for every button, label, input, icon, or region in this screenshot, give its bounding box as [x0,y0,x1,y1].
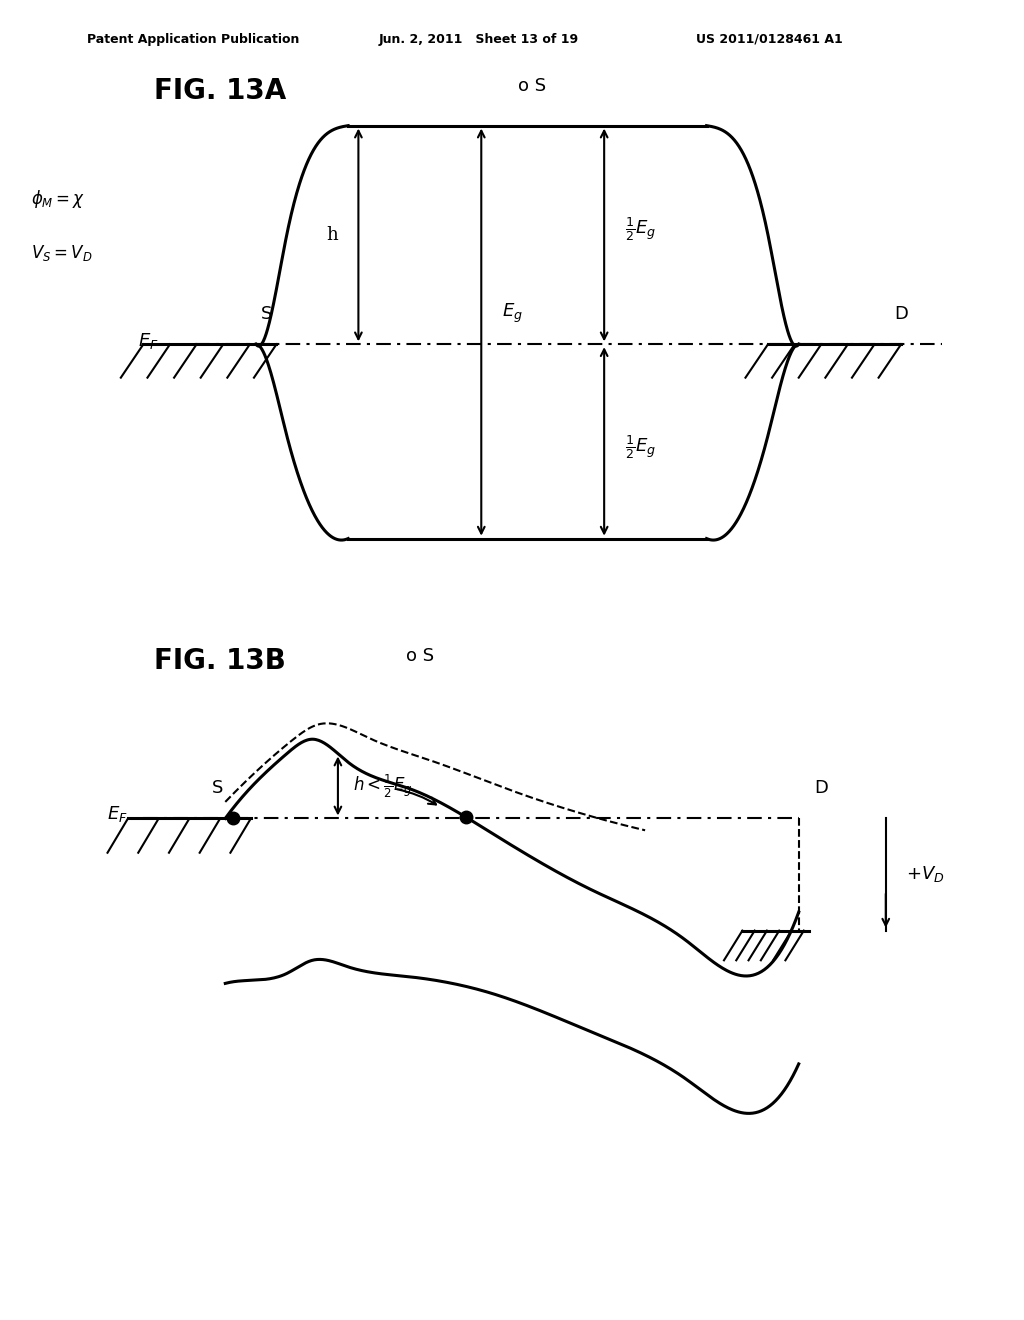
Text: $\frac{1}{2}E_g$: $\frac{1}{2}E_g$ [625,215,655,243]
Text: o S: o S [518,77,547,95]
Text: D: D [894,305,908,323]
Text: S: S [211,779,223,797]
Text: Jun. 2, 2011   Sheet 13 of 19: Jun. 2, 2011 Sheet 13 of 19 [379,33,579,46]
Text: D: D [814,779,828,797]
Text: $E_F$: $E_F$ [108,804,128,824]
Text: $\frac{1}{2}E_g$: $\frac{1}{2}E_g$ [625,433,655,462]
Text: h: h [327,226,338,244]
Text: $\phi_M = \chi$: $\phi_M = \chi$ [31,187,85,210]
Text: US 2011/0128461 A1: US 2011/0128461 A1 [696,33,843,46]
Text: $E_g$: $E_g$ [502,302,522,326]
Text: S: S [260,305,272,323]
Text: $E_F$: $E_F$ [138,331,159,351]
Text: FIG. 13A: FIG. 13A [154,77,286,106]
Text: $V_S = V_D$: $V_S = V_D$ [31,243,92,263]
Text: $h < \frac{1}{2}E_g$: $h < \frac{1}{2}E_g$ [353,772,413,800]
Text: Patent Application Publication: Patent Application Publication [87,33,299,46]
Text: $+V_D$: $+V_D$ [906,865,945,884]
Text: FIG. 13B: FIG. 13B [154,647,286,675]
Text: o S: o S [406,647,434,665]
